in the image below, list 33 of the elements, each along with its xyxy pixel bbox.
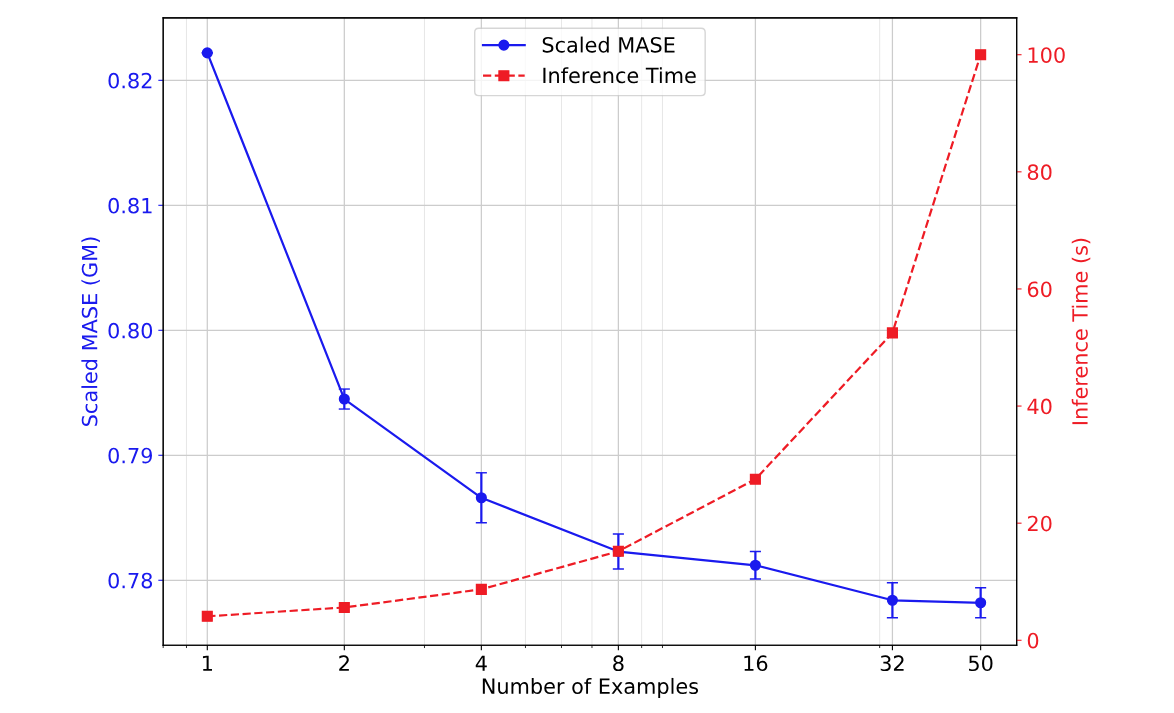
point — [886, 327, 898, 339]
x-tick-label: 2 — [339, 655, 349, 671]
point — [475, 492, 487, 504]
point — [749, 559, 761, 571]
y2-tick-label: 80 — [1027, 164, 1052, 181]
point — [338, 601, 350, 614]
y-tick-label: 0.81 — [108, 197, 152, 214]
y2-tick-label: 60 — [1027, 281, 1052, 298]
legend-label: Scaled MASE — [542, 36, 675, 53]
y-tick-label: 0.78 — [108, 572, 153, 589]
y-tick-label: 0.80 — [108, 322, 153, 339]
x-tick-label: 50 — [968, 655, 993, 672]
y-tick-label: 0.82 — [108, 72, 152, 89]
legend-label: Inference Time — [543, 67, 696, 84]
x-axis-title: Number of Examples — [482, 677, 699, 699]
y-axis-title: Scaled MASE (GM) — [81, 237, 100, 426]
y2-axis-title: Inference Time (s) — [1071, 238, 1091, 425]
x-tick-label: 16 — [744, 655, 768, 672]
point — [201, 47, 213, 59]
point — [475, 583, 487, 595]
point — [201, 610, 213, 622]
y2-tick-label: 0 — [1027, 632, 1039, 649]
y2-tick-label: 100 — [1028, 47, 1065, 63]
point — [338, 393, 350, 405]
x-tick-label: 32 — [880, 655, 904, 672]
x-tick-label: 1 — [202, 655, 212, 671]
y2-tick-label: 40 — [1027, 398, 1052, 415]
y-tick-label: 0.79 — [108, 447, 152, 464]
x-tick-label: 8 — [613, 655, 624, 672]
x-tick-label: 4 — [475, 655, 487, 671]
y2-tick-label: 20 — [1027, 515, 1052, 532]
point — [886, 594, 898, 606]
point — [749, 473, 761, 485]
